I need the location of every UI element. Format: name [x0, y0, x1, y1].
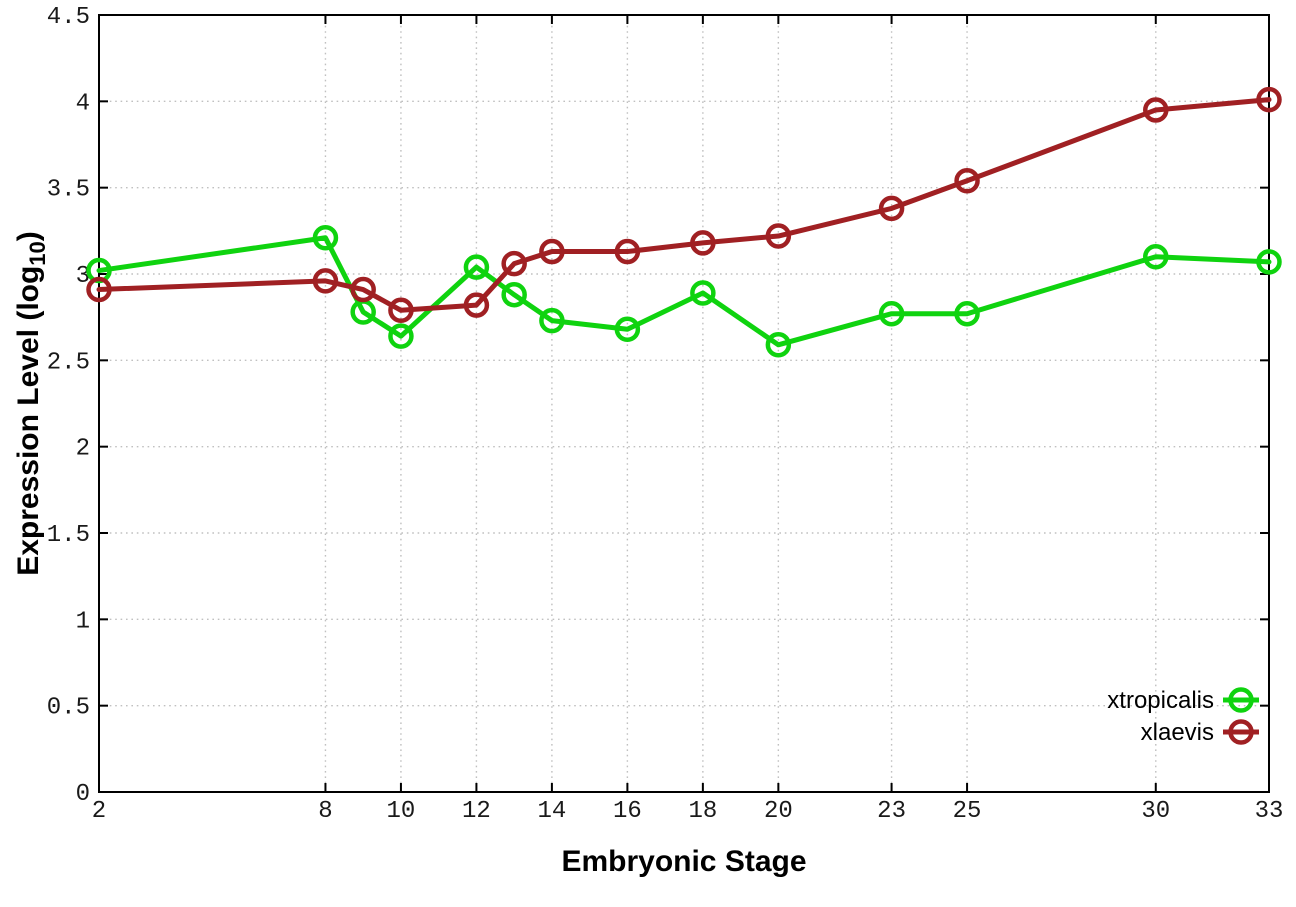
data-point-marker-xtropicalis	[501, 281, 527, 308]
y-tick-label: 0	[76, 781, 90, 808]
x-tick-label: 25	[953, 798, 982, 825]
data-point-marker-xlaevis	[954, 168, 980, 194]
x-tick-label: 2	[92, 798, 106, 825]
y-tick-label: 1	[76, 608, 90, 635]
plot-border	[98, 14, 1270, 793]
y-tick-label: 4.5	[47, 4, 90, 31]
x-tick-label: 12	[462, 798, 491, 825]
y-axis-title-subscript: 10	[25, 241, 50, 265]
x-axis-title: Embryonic Stage	[561, 845, 806, 878]
y-tick-label: 2.5	[47, 349, 90, 376]
data-point-marker-xlaevis	[312, 268, 339, 294]
y-axis-title-close: )	[12, 231, 45, 241]
data-point-marker-xlaevis	[350, 276, 376, 303]
data-point-marker-xlaevis	[86, 276, 112, 303]
data-point-marker-xtropicalis	[690, 280, 716, 306]
data-point-marker-xtropicalis	[1143, 243, 1169, 270]
data-point-marker-xtropicalis	[312, 224, 339, 251]
x-tick-label: 18	[688, 798, 717, 825]
data-point-marker-xlaevis	[1256, 86, 1282, 113]
x-tick-label: 14	[537, 798, 566, 825]
y-tick-label: 1.5	[47, 522, 90, 549]
data-point-marker-xlaevis	[388, 297, 414, 324]
x-tick-label: 10	[387, 798, 416, 825]
x-tick-label: 20	[764, 798, 793, 825]
x-tick-label: 30	[1141, 798, 1170, 825]
legend-label-xlaevis: xlaevis	[1141, 719, 1214, 746]
data-point-marker-xtropicalis	[765, 332, 792, 358]
data-point-marker-xlaevis	[878, 195, 905, 222]
legend-marker	[1228, 687, 1254, 713]
data-point-marker-xlaevis	[690, 230, 716, 256]
data-point-marker-xtropicalis	[878, 300, 905, 327]
data-point-marker-xlaevis	[614, 238, 641, 265]
y-tick-label: 3.5	[47, 177, 90, 204]
data-point-marker-xlaevis	[501, 250, 527, 277]
x-tick-label: 33	[1255, 798, 1284, 825]
data-point-marker-xtropicalis	[954, 300, 980, 327]
y-tick-label: 0.5	[47, 695, 90, 722]
data-point-marker-xtropicalis	[463, 254, 490, 280]
data-point-marker-xtropicalis	[614, 316, 641, 343]
data-point-marker-xtropicalis	[539, 307, 565, 334]
y-tick-label: 4	[76, 90, 90, 117]
series-line-xtropicalis	[96, 235, 1272, 348]
data-point-marker-xtropicalis	[388, 323, 414, 349]
data-point-marker-xtropicalis	[1256, 249, 1282, 275]
legend-marker	[1228, 719, 1254, 745]
x-tick-label: 23	[877, 798, 906, 825]
x-tick-label: 16	[613, 798, 642, 825]
data-point-marker-xlaevis	[463, 292, 490, 318]
legend-label-xtropicalis: xtropicalis	[1107, 687, 1214, 714]
series-line-xlaevis	[96, 97, 1272, 313]
data-point-marker-xlaevis	[539, 238, 565, 265]
data-point-marker-xlaevis	[765, 223, 792, 249]
y-axis-title-text: Expression Level (log	[12, 266, 45, 576]
y-tick-label: 2	[76, 436, 90, 463]
y-axis-title: Expression Level (log10)	[12, 231, 50, 576]
data-point-marker-xlaevis	[1143, 97, 1169, 123]
x-tick-label: 8	[318, 798, 332, 825]
